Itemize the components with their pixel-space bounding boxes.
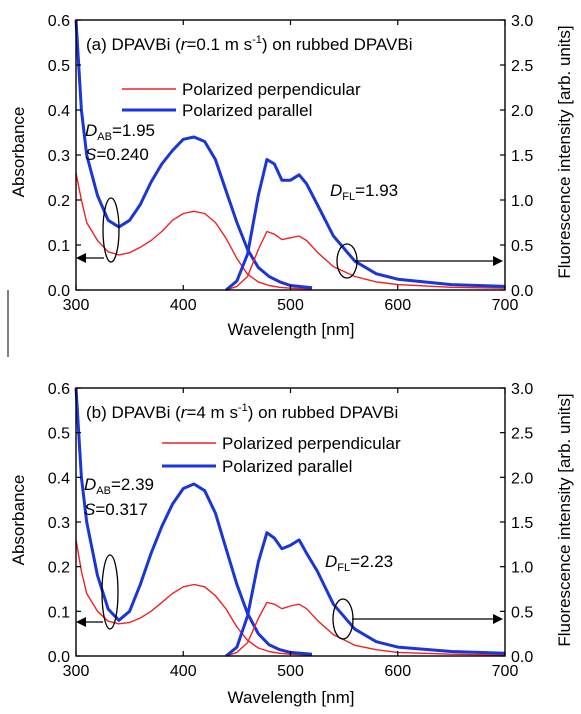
y-axis-label-a: Absorbance — [9, 107, 28, 198]
ellipse-absorbance-marker-a — [102, 197, 120, 263]
x-tick-label: 500 — [277, 663, 304, 680]
y-axis-label-b: Absorbance — [9, 475, 28, 566]
y2-tick-label: 3.0 — [511, 381, 533, 398]
y-tick-label: 0.5 — [48, 58, 70, 75]
x-tick-label: 500 — [277, 297, 304, 314]
x-tick-label: 600 — [384, 297, 411, 314]
chart-title-b: (b) DPAVBi (r=4 m s-1) on rubbed DPAVBi — [86, 402, 398, 422]
y2-tick-label: 1.0 — [511, 560, 533, 577]
y2-tick-label: 0.0 — [511, 649, 533, 666]
panel-b: 300 400 500 600 7000.00.10.20.30.40.50.60.00… — [9, 381, 574, 707]
annotation-s-b: S=0.317 — [84, 500, 148, 519]
x-axis-label-a: Wavelength [nm] — [228, 320, 355, 339]
x-tick-label: 600 — [384, 663, 411, 680]
annotation-dab-b: DAB=2.39 — [84, 475, 154, 497]
y-tick-label: 0.4 — [48, 470, 70, 487]
legend-label-parallel: Polarized parallel — [182, 101, 312, 120]
y-tick-label: 0.5 — [48, 426, 70, 443]
series-line-perpendicular-fluorescence — [225, 230, 506, 291]
arrowhead-right-a — [493, 256, 503, 266]
annotation-dab-a: DAB=1.95 — [85, 121, 155, 143]
x-tick-label: 300 — [63, 297, 90, 314]
annotation-s-a: S=0.240 — [85, 145, 149, 164]
legend-a: Polarized perpendicular Polarized parall… — [122, 80, 361, 120]
panel-a: 300 400 500 600 7000.00.10.20.30.40.50.60.00… — [9, 13, 574, 339]
y2-tick-label: 1.5 — [511, 148, 533, 165]
annotation-dfl-b: DFL=2.23 — [325, 552, 393, 574]
legend-b: Polarized perpendicular Polarized parall… — [162, 434, 401, 476]
y-tick-label: 0.2 — [48, 193, 70, 210]
y2-tick-label: 2.0 — [511, 470, 533, 487]
plot-area-b: 300 400 500 600 7000.00.10.20.30.40.50.60.00… — [48, 381, 534, 680]
y2-axis-label-b: Fluorescence intensity [arb. units] — [555, 393, 574, 646]
y-tick-label: 0.1 — [48, 604, 70, 621]
y2-tick-label: 2.0 — [511, 103, 533, 120]
y2-tick-label: 0.0 — [511, 283, 533, 300]
plot-frame — [75, 387, 506, 657]
series-line-parallel-fluorescence — [225, 158, 506, 292]
legend-label-parallel: Polarized parallel — [222, 457, 352, 476]
series-line-perpendicular-absorbance — [75, 539, 313, 656]
series-line-perpendicular-fluorescence — [225, 601, 506, 657]
x-tick-label: 700 — [492, 663, 519, 680]
x-tick-label: 400 — [170, 663, 197, 680]
x-tick-label: 400 — [170, 297, 197, 314]
legend-label-perpendicular: Polarized perpendicular — [222, 434, 401, 453]
ellipse-absorbance-marker-b — [101, 554, 119, 630]
arrowhead-right-b — [493, 614, 503, 624]
arrowhead-left-b — [76, 617, 86, 627]
x-tick-label: 700 — [492, 297, 519, 314]
y2-tick-label: 0.5 — [511, 604, 533, 621]
y2-tick-label: 1.5 — [511, 515, 533, 532]
arrowhead-left-a — [76, 253, 86, 263]
series-line-parallel-fluorescence — [225, 531, 506, 658]
y-tick-label: 0.6 — [48, 13, 70, 30]
y2-tick-label: 0.5 — [511, 238, 533, 255]
y-tick-label: 0.2 — [48, 560, 70, 577]
y2-axis-label-a: Fluorescence intensity [arb. units] — [555, 25, 574, 278]
y-tick-label: 0.0 — [48, 283, 70, 300]
series-line-perpendicular-absorbance — [75, 172, 313, 290]
y-tick-label: 0.4 — [48, 103, 70, 120]
y-tick-label: 0.0 — [48, 649, 70, 666]
legend-label-perpendicular: Polarized perpendicular — [182, 80, 361, 99]
x-axis-label-b: Wavelength [nm] — [228, 688, 355, 707]
x-tick-label: 300 — [63, 663, 90, 680]
y-tick-label: 0.3 — [48, 515, 70, 532]
y2-tick-label: 2.5 — [511, 58, 533, 75]
y-tick-label: 0.1 — [48, 238, 70, 255]
ellipse-fluorescence-marker-b — [332, 598, 354, 640]
y-tick-label: 0.6 — [48, 381, 70, 398]
y2-tick-label: 2.5 — [511, 426, 533, 443]
y-tick-label: 0.3 — [48, 148, 70, 165]
annotation-dfl-a: DFL=1.93 — [330, 181, 398, 203]
y2-tick-label: 1.0 — [511, 193, 533, 210]
y2-tick-label: 3.0 — [511, 13, 533, 30]
chart-title-a: (a) DPAVBi (r=0.1 m s-1) on rubbed DPAVB… — [86, 34, 412, 54]
series-line-parallel-absorbance — [74, 387, 313, 656]
